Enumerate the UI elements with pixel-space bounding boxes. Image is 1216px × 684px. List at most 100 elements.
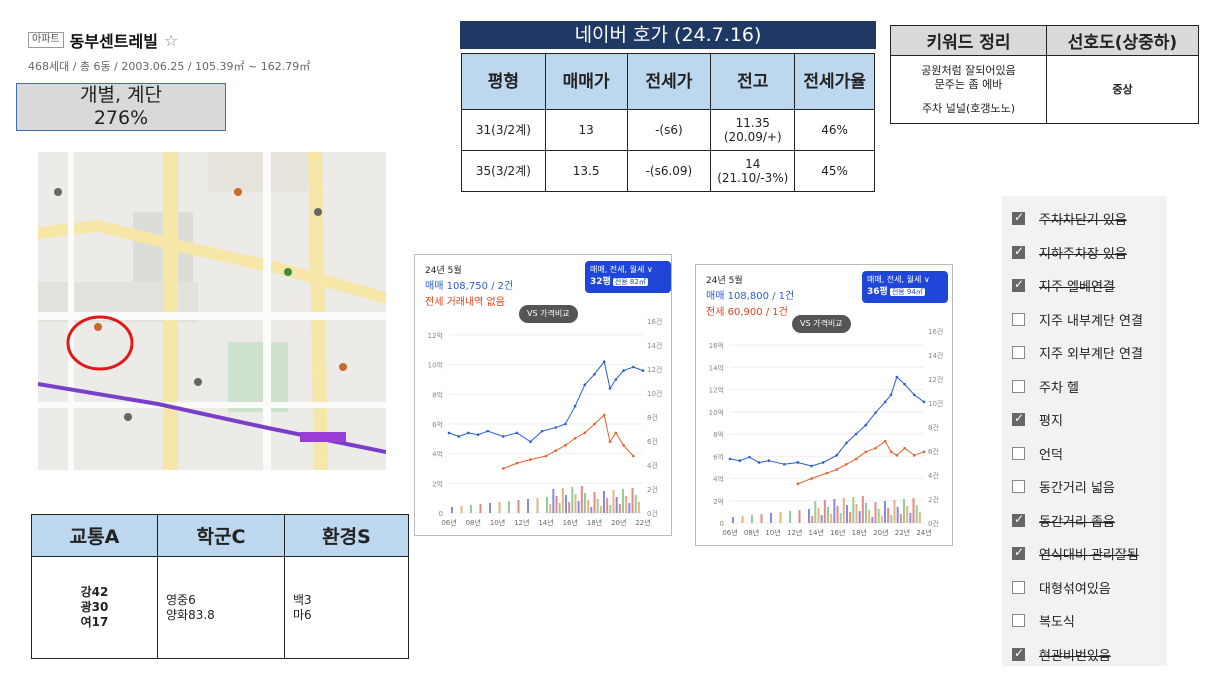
volume-bar — [546, 497, 548, 513]
volume-bar — [489, 503, 491, 513]
checkbox[interactable] — [1012, 210, 1025, 226]
x-tick-label: 10년 — [490, 518, 505, 527]
keyword-table: 키워드 정리 선호도(상중하) 공원처럼 잘되어있음 문주는 좀 에바 주차 널… — [890, 25, 1199, 124]
x-tick-label: 22년 — [895, 528, 910, 537]
checkbox[interactable] — [1012, 346, 1025, 360]
chart-plot: 16억 14억 12억 10억 8억 6억 4억 2억 0 16건 14건 12건 10건 8건 6건 4건 2… — [709, 327, 944, 537]
sale-point — [554, 426, 557, 429]
y-tick-label: 10억 — [709, 409, 724, 417]
sale-point — [540, 429, 544, 433]
vs-compare-button[interactable]: VS 가격비교 — [792, 315, 851, 333]
keyword-notes: 공원처럼 잘되어있음 문주는 좀 에바 주차 널널(호갱노노) — [890, 55, 1047, 124]
sale-point — [614, 378, 618, 381]
price-chart-36py[interactable]: 24년 5월 매매 108,800 / 1건 전세 60,900 / 1건 매매… — [695, 264, 953, 546]
volume-bar — [855, 504, 858, 523]
checkbox[interactable] — [1012, 580, 1025, 594]
sale-point — [874, 411, 877, 414]
checkbox[interactable] — [1012, 446, 1025, 460]
checklist-item[interactable]: 동간거리 좁음 — [1002, 504, 1167, 538]
checkbox[interactable] — [1012, 480, 1025, 494]
cell-jeonse: -(s6.09) — [626, 150, 712, 192]
x-tick-label: 12년 — [787, 528, 802, 537]
checklist-label: 언덕 — [1039, 447, 1063, 463]
jeonse-point — [913, 454, 916, 457]
volume-bar — [751, 515, 753, 523]
volume-bar — [839, 513, 842, 523]
volume-bar — [874, 502, 877, 523]
checkbox[interactable] — [1012, 312, 1025, 326]
price-chart-32py[interactable]: 24년 5월 매매 108,750 / 2건 전세 거래내역 없음 매매, 전세… — [414, 254, 672, 536]
map-graphic — [38, 152, 386, 470]
chart-jeonse-summary: 전세 60,900 / 1건 — [706, 307, 788, 318]
checklist-item[interactable]: 대형섞여있음 — [1002, 571, 1167, 605]
volume-bar — [890, 515, 893, 523]
volume-bar — [811, 516, 814, 523]
y-tick-label: 6억 — [432, 421, 443, 429]
school-header: 학군C — [157, 514, 285, 557]
y-tick-label: 12억 — [428, 332, 443, 340]
checkbox[interactable] — [1012, 277, 1025, 293]
sale-point — [796, 461, 800, 464]
sale-point — [593, 372, 596, 376]
jeonse-point — [502, 467, 505, 470]
cell-jeonse: -(s6) — [626, 109, 712, 151]
checklist-item[interactable]: 현관비번있음 — [1002, 638, 1167, 672]
cell-sale: 13.5 — [544, 150, 628, 192]
checkbox[interactable] — [1012, 244, 1025, 259]
location-map[interactable] — [38, 152, 386, 470]
jeonse-point — [845, 462, 848, 466]
x-tick-label: 22년 — [635, 518, 650, 527]
col-header-ratio: 전세가율 — [794, 53, 875, 110]
volume-bar — [451, 507, 453, 513]
chart-type-selector[interactable]: 매매, 전세, 월세 ∨ 32평 전용 82㎡ — [585, 261, 671, 293]
environment-values: 백3 마6 — [284, 556, 409, 659]
y2-tick-label: 4건 — [647, 461, 658, 470]
checkbox[interactable] — [1012, 379, 1025, 393]
jeonse-point — [864, 450, 868, 454]
sale-point — [757, 461, 761, 464]
volume-bar — [606, 498, 609, 513]
volume-bar — [871, 517, 874, 523]
vs-compare-button[interactable]: VS 가격비교 — [519, 305, 578, 323]
school-values: 영중6 양화83.8 — [157, 556, 285, 659]
favorite-star-icon[interactable]: ☆ — [163, 30, 179, 50]
volume-bar — [580, 486, 583, 513]
chart-month: 24년 5월 — [425, 266, 462, 276]
volume-bar — [858, 511, 861, 523]
structure-type: 개별, 계단 — [80, 84, 162, 106]
sale-point — [457, 435, 460, 438]
y2-tick-label: 16건 — [647, 317, 662, 326]
checklist-item[interactable]: 주차 헬 — [1002, 370, 1167, 404]
checkbox[interactable] — [1012, 646, 1025, 661]
checkbox[interactable] — [1012, 512, 1025, 527]
checklist-item[interactable]: 주차차단기 있음 — [1002, 202, 1167, 236]
volume-bar — [599, 506, 602, 513]
volume-bar — [909, 513, 912, 523]
jeonse-point — [922, 450, 926, 454]
checklist-item[interactable]: 복도식 — [1002, 604, 1167, 638]
chart-type-selector[interactable]: 매매, 전세, 월세 ∨ 36평 전용 94㎡ — [862, 271, 948, 303]
volume-bar — [760, 514, 763, 523]
volume-bar — [590, 507, 593, 513]
checkbox[interactable] — [1012, 545, 1025, 561]
volume-bar — [549, 504, 552, 513]
checkbox[interactable] — [1012, 614, 1025, 628]
volume-bar — [631, 488, 634, 513]
checklist-item[interactable]: 평지 — [1002, 403, 1167, 437]
volume-bar — [603, 491, 605, 513]
checklist-item[interactable]: 언덕 — [1002, 437, 1167, 471]
checklist-item[interactable]: 연식대비 관리잘됨 — [1002, 537, 1167, 571]
checklist-item[interactable]: 동간거리 넓음 — [1002, 470, 1167, 504]
y-tick-label: 12억 — [709, 387, 724, 395]
checklist-item[interactable]: 지주 내부계단 연결 — [1002, 303, 1167, 337]
y2-tick-label: 10건 — [647, 389, 662, 398]
y2-tick-label: 6건 — [928, 447, 939, 456]
checklist-item[interactable]: 지주 엘베연결 — [1002, 269, 1167, 303]
volume-bar — [561, 488, 564, 513]
checklist-item[interactable]: 지하주차장 있음 — [1002, 236, 1167, 270]
volume-bar — [849, 512, 852, 523]
checkbox[interactable] — [1012, 411, 1025, 427]
y2-tick-label: 12건 — [647, 365, 662, 374]
checklist-item[interactable]: 지주 외부계단 연결 — [1002, 336, 1167, 370]
volume-bar — [609, 505, 612, 513]
